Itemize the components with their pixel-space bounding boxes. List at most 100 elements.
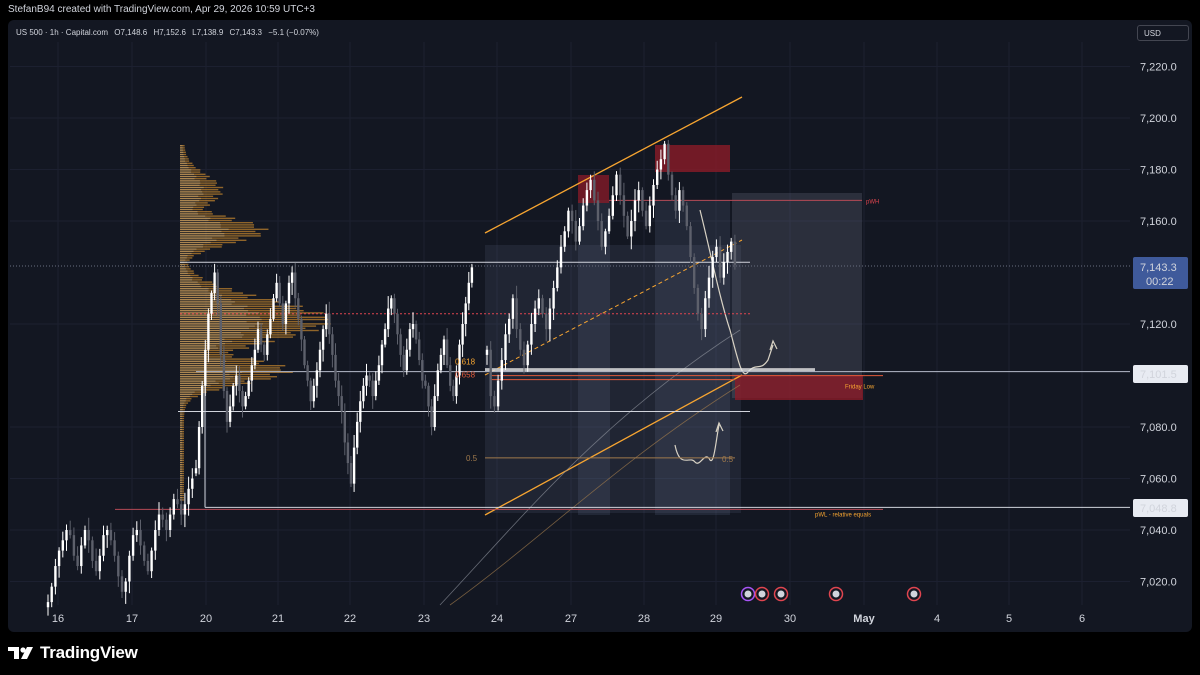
volume-profile-bar-inner [180, 404, 184, 406]
candle-body [445, 339, 449, 366]
candle-body [424, 380, 427, 386]
currency-selector[interactable]: USD [1137, 25, 1189, 41]
candle-body [128, 555, 131, 582]
symbol-name[interactable]: US 500 · 1h · Capital.com [16, 28, 109, 37]
volume-profile-bar [180, 153, 187, 156]
volume-profile-bar-inner [180, 259, 186, 261]
volume-profile-bar-inner [180, 455, 183, 457]
volume-profile-bar [180, 499, 184, 501]
volume-profile-bar [180, 213, 213, 215]
candle-body [414, 324, 418, 340]
volume-profile-bar [180, 186, 224, 189]
volume-profile-bar [180, 442, 185, 444]
volume-profile-bar [180, 303, 274, 305]
candle-body [652, 184, 655, 206]
volume-profile-bar-inner [180, 382, 219, 384]
candle-body [91, 540, 94, 561]
candle-body [102, 535, 105, 556]
candle-body [533, 308, 537, 324]
candle-body [124, 581, 127, 592]
candle-body [530, 324, 533, 345]
price-tick-label: 7,180.0 [1140, 165, 1177, 177]
volume-profile-bar-inner [180, 208, 193, 211]
volume-profile-bar-inner [180, 197, 201, 200]
volume-profile-bar [180, 272, 195, 274]
time-axis: 16 17 20 21 22 23 24 27 28 29 30 May 4 5 6 [52, 613, 1085, 625]
candle-body [493, 396, 496, 407]
volume-profile-bar-inner [180, 479, 183, 481]
candle-body [172, 499, 175, 515]
candle-body [585, 190, 589, 206]
volume-profile-bar [180, 486, 184, 488]
candle-body [325, 313, 328, 330]
volume-profile-bar [180, 263, 189, 266]
volume-profile-bar [180, 160, 190, 162]
volume-profile-bar-inner [180, 351, 207, 354]
volume-profile-bar [180, 233, 261, 235]
volume-profile-bar-inner [180, 213, 199, 215]
volume-profile-bar [180, 246, 222, 248]
volume-profile-bar [180, 318, 329, 321]
volume-profile-bar [180, 431, 185, 433]
candle-body [346, 442, 350, 464]
volume-profile-bar [180, 290, 232, 292]
candle-body [430, 406, 433, 427]
candle-body [117, 555, 120, 577]
candle-body [663, 143, 666, 160]
time-tick-label: 29 [710, 613, 722, 625]
volume-profile-bar-inner [180, 294, 222, 296]
candle-body [393, 298, 396, 314]
candle-body [65, 530, 68, 541]
volume-profile-bar [180, 274, 199, 277]
volume-profile-bar-inner [180, 321, 247, 323]
level-badge-1 [1133, 365, 1188, 383]
volume-profile-bar [180, 316, 326, 318]
event-icon-inner [910, 590, 918, 598]
candle-body [343, 411, 346, 443]
volume-profile-bar-inner [180, 466, 183, 468]
volume-profile-bar-inner [180, 360, 227, 362]
candle-body [321, 329, 325, 350]
candle-body [150, 550, 153, 572]
candle-body [552, 287, 555, 309]
tradingview-logo[interactable]: TradingView [8, 643, 138, 663]
volume-profile-bar-inner [180, 442, 183, 444]
volume-profile-bar [180, 494, 184, 497]
candle-body [365, 375, 368, 386]
time-tick-label: 6 [1079, 613, 1085, 625]
candle-body [50, 586, 53, 603]
volume-profile-bar-inner [180, 398, 187, 400]
fib-label-0618: 0.618 [455, 358, 476, 367]
candle-body [615, 174, 618, 196]
volume-profile-bar [180, 202, 208, 204]
level-label-1: 7,101.5 [1140, 369, 1177, 381]
volume-profile-bar-inner [180, 424, 183, 426]
candles [46, 139, 737, 616]
candle-body [722, 262, 725, 278]
candle-body [433, 396, 436, 427]
volume-profile-bar [180, 277, 203, 279]
projection-box [732, 193, 862, 398]
volume-profile-bar [180, 468, 184, 470]
event-icon-inner [744, 590, 752, 598]
candle-body [611, 195, 614, 216]
symbol-legend[interactable]: US 500 · 1h · Capital.com O7,148.6 H7,15… [16, 28, 323, 37]
candle-body [57, 550, 61, 567]
volume-profile-bar [180, 378, 271, 380]
volume-profile-bar [180, 404, 187, 406]
candle-body [87, 530, 90, 541]
volume-profile-bar-inner [180, 239, 217, 241]
volume-profile-bar-inner [180, 151, 184, 153]
volume-profile-bar [180, 354, 234, 356]
candle-body [216, 272, 219, 304]
candle-body [287, 282, 291, 304]
candle-body [300, 318, 303, 340]
candle-body [272, 298, 275, 319]
volume-profile-bar [180, 400, 191, 402]
volume-profile-bar [180, 472, 184, 475]
volume-profile-bar-inner [180, 228, 229, 230]
volume-profile-bar [180, 239, 247, 241]
volume-profile-bar-inner [180, 171, 192, 173]
volume-profile-bar [180, 360, 264, 362]
